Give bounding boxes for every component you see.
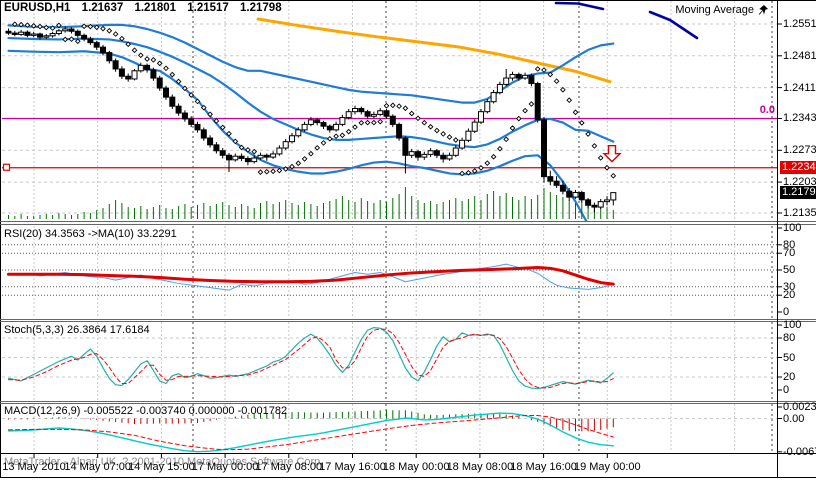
moving-average-line [256,17,612,84]
rsi-axis-label: 0 [783,306,790,318]
rsi-axis-label: 30 [783,280,796,293]
time-axis-label: 14 May 15:00 [128,461,195,473]
pushpin-icon [758,5,768,15]
bollinger-middle-line [7,36,615,149]
stoch-main-line [7,327,614,390]
macd-axis-label: 0.00 [783,412,805,425]
price-axis-label: 1.25510 [783,18,816,30]
price-axis-label: 1.22730 [783,144,816,157]
indicator-name-box: Moving Average [675,4,769,16]
rsi-ma-line [7,265,615,286]
time-axis-label: 17 May 00:00 [191,461,259,473]
time-axis-label: 18 May 08:00 [446,461,514,473]
rsi-axis-label: 80 [783,238,796,251]
line-handle[interactable] [2,163,11,171]
time-gridlines [33,1,736,452]
rsi-indicator-label: RSI(20) 34.3563 ->MA(10) 33.2291 [4,228,177,240]
axis-ticks [33,23,782,458]
stochastic-indicator-label: Stoch(5,3,3) 26.3864 17.6184 [4,324,150,336]
price-axis-label: 1.24110 [783,81,816,94]
indicator-name-label: Moving Average [675,4,754,16]
macd-axis-label: 0.002325 [783,401,816,413]
symbol-period-label: EURUSD,H1 [4,2,71,14]
parabolic-sar-dots [11,21,617,179]
watermark: MetaTrader - Alpari UK, ? 2001-2010 Meta… [4,456,324,468]
higher-tf-line [554,1,699,40]
day-separators [192,1,773,452]
open-value: 1.21637 [81,2,124,14]
sell-arrow-icon[interactable] [602,144,622,163]
rsi-axis-label: 70 [783,247,796,260]
stoch-axis-label: 0 [783,384,790,396]
time-axis-label: 13 May 2010 [2,461,66,473]
stoch-axis-label: 80 [783,332,796,344]
stoch-axis-label: 50 [783,351,796,364]
time-axis-label: 19 May 00:00 [573,461,641,473]
stoch-axis-label: 20 [783,371,796,383]
candles [5,26,617,213]
high-value: 1.21801 [134,2,177,14]
close-value: 1.21798 [240,2,282,14]
time-axis-label: 14 May 07:00 [64,461,132,473]
volume-bars [8,187,614,219]
price-axis-label: 1.21350 [783,206,816,219]
stoch-axis-label: 100 [783,319,802,331]
time-axis-label: 17 May 16:00 [319,461,386,473]
bollinger-upper-line [7,23,615,104]
price-axis-label: 1.22030 [783,176,816,189]
macd-line [7,412,614,453]
stoch-signal-line [8,328,614,389]
rsi-axis-label: 100 [783,222,802,234]
current-price-tag: 1.21798 [780,186,816,200]
rsi-levels [2,244,777,296]
price-axis-label: 1.24810 [783,49,816,62]
chart-title: EURUSD,H1 1.21637 1.21801 1.21517 1.2179… [4,2,290,14]
macd-signal-line [8,415,614,451]
rsi-axis-label: 20 [783,289,796,302]
rsi-axis-label: 50 [783,264,796,276]
macd-indicator-label: MACD(12,26,9) -0.005522 -0.003740 0.0000… [4,405,288,417]
fibonacci-level-label: 0.0 [759,104,775,117]
price-axis-label: 1.23430 [783,112,816,125]
macd-axis-label: -0.006735 [783,445,816,458]
low-value: 1.21517 [187,2,229,14]
red-line-price-tag: 1.22346 [780,161,816,175]
time-axis-label: 18 May 00:00 [382,461,450,473]
time-axis-label: 18 May 16:00 [510,461,577,473]
time-axis-label: 17 May 08:00 [255,461,323,473]
rsi-line [8,263,614,291]
stoch-levels [2,337,777,378]
